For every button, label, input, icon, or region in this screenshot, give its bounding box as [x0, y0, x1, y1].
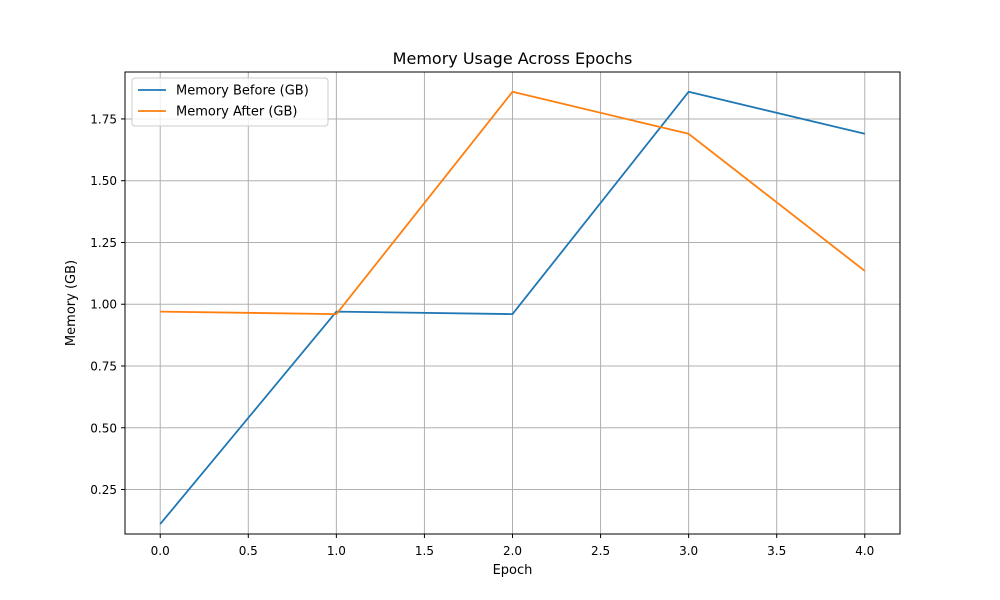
y-tick-label: 1.75 — [90, 112, 117, 126]
legend-label: Memory After (GB) — [176, 105, 298, 120]
x-tick-label: 1.5 — [415, 544, 434, 558]
y-tick-label: 0.75 — [90, 360, 117, 374]
y-axis-ticks: 0.25 0.50 0.75 1.00 1.25 1.50 1.75 — [90, 112, 125, 497]
legend: Memory Before (GB) Memory After (GB) — [131, 77, 329, 127]
y-tick-label: 1.50 — [90, 174, 117, 188]
x-tick-label: 3.0 — [679, 544, 698, 558]
x-tick-label: 2.0 — [503, 544, 522, 558]
legend-label: Memory Before (GB) — [176, 84, 309, 99]
chart-title: Memory Usage Across Epochs — [393, 49, 633, 68]
x-tick-label: 0.0 — [151, 544, 170, 558]
x-tick-label: 1.0 — [327, 544, 346, 558]
x-axis-label: Epoch — [493, 563, 533, 578]
x-axis-ticks: 0.0 0.5 1.0 1.5 2.0 2.5 3.0 3.5 4.0 — [151, 534, 874, 558]
y-tick-label: 1.00 — [90, 298, 117, 312]
grid — [125, 72, 900, 534]
y-tick-label: 0.50 — [90, 421, 117, 435]
series-line — [160, 90, 866, 316]
y-tick-label: 1.25 — [90, 236, 117, 250]
x-tick-label: 0.5 — [239, 544, 258, 558]
x-tick-label: 2.5 — [591, 544, 610, 558]
y-tick-label: 0.25 — [90, 483, 117, 497]
x-tick-label: 3.5 — [767, 544, 786, 558]
series-line — [159, 90, 866, 525]
x-tick-label: 4.0 — [855, 544, 874, 558]
series-lines — [159, 90, 866, 525]
y-axis-label: Memory (GB) — [64, 260, 79, 346]
legend-box — [131, 77, 329, 127]
